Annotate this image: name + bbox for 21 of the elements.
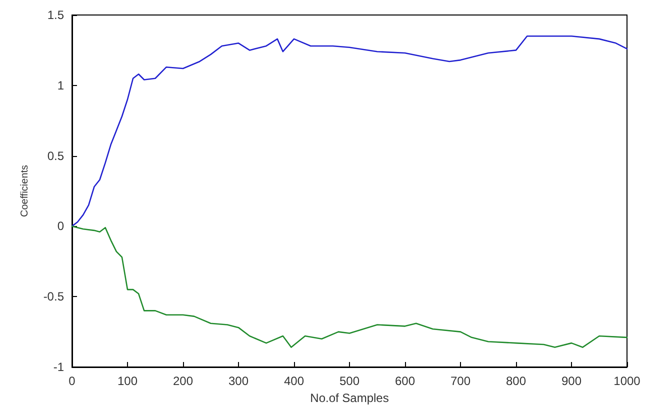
x-tick-label: 200	[172, 374, 194, 388]
y-tick-label: -0.5	[43, 290, 64, 304]
x-tick-label: 800	[506, 374, 526, 388]
y-tick-label: -1	[53, 360, 64, 374]
x-tick-label: 900	[561, 374, 582, 388]
x-axis-title: No.of Samples	[310, 390, 389, 405]
y-tick-label: 1.5	[47, 8, 64, 22]
y-tick-label: 0.5	[47, 148, 64, 163]
x-tick-label: 300	[228, 374, 249, 388]
x-tick-label: 500	[339, 374, 360, 388]
line-series	[71, 226, 628, 348]
x-tick-label: 0	[68, 374, 76, 388]
x-tick-label: 600	[394, 374, 416, 388]
x-tick-label: 1000	[614, 374, 641, 388]
y-tick-label: 0	[57, 219, 64, 234]
x-tick-label: 700	[450, 374, 471, 388]
y-tick-label: 1	[57, 78, 64, 92]
line-series	[71, 35, 628, 227]
y-axis-title: Coefficients	[20, 164, 30, 218]
x-tick-label: 400	[284, 374, 304, 388]
x-tick-label: 100	[117, 374, 138, 388]
